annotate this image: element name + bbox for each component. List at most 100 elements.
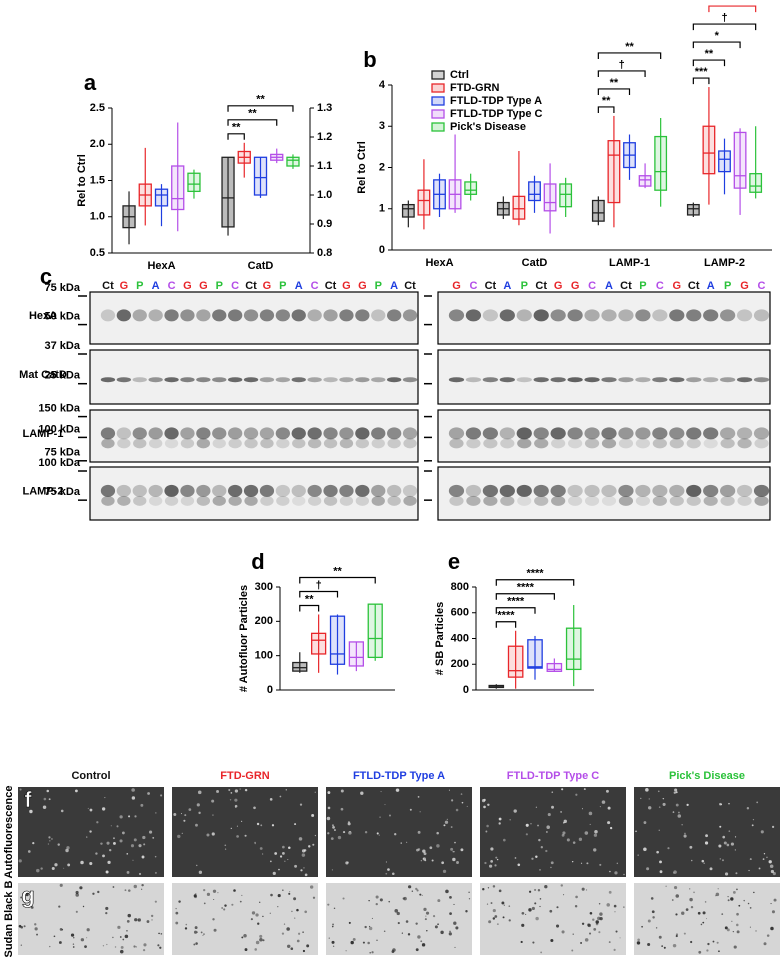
blot-band <box>259 427 275 440</box>
particle <box>132 859 134 861</box>
particle <box>656 850 659 854</box>
particle <box>537 824 539 827</box>
particle <box>126 919 130 923</box>
particle <box>563 894 565 896</box>
particle <box>514 857 517 859</box>
particle <box>721 859 724 862</box>
blot-band <box>720 484 736 497</box>
particle <box>733 945 737 949</box>
particle <box>54 863 58 867</box>
significance-label: ** <box>248 108 257 120</box>
particle <box>652 916 655 919</box>
blot-band <box>339 309 354 322</box>
blot <box>89 349 419 405</box>
blot-band <box>516 309 532 322</box>
legend-label: Ctrl <box>450 69 469 81</box>
particle <box>70 933 75 937</box>
blot-band <box>703 427 719 440</box>
particle <box>485 830 488 833</box>
particle <box>384 804 386 806</box>
particle <box>102 854 105 858</box>
box <box>367 603 383 659</box>
particle <box>550 866 552 869</box>
particle <box>73 937 75 939</box>
particle <box>726 843 730 847</box>
particle <box>677 814 682 818</box>
particle <box>650 897 654 900</box>
significance-bracket <box>692 59 726 67</box>
particle <box>331 940 335 944</box>
blot-band <box>323 438 338 449</box>
blot-band <box>754 495 769 506</box>
particle <box>455 808 459 812</box>
particle <box>658 806 661 808</box>
particle <box>100 842 103 845</box>
particle <box>151 919 153 921</box>
particle <box>289 890 291 893</box>
blot-band <box>164 427 179 440</box>
particle <box>588 811 593 816</box>
particle <box>593 927 597 931</box>
particle <box>623 873 625 876</box>
particle <box>332 945 335 947</box>
particle <box>256 822 260 826</box>
particle <box>269 912 271 914</box>
particle <box>520 940 523 944</box>
particle <box>647 942 651 947</box>
particle <box>395 788 400 792</box>
particle <box>766 934 770 937</box>
particle <box>29 905 32 908</box>
particle <box>681 911 685 915</box>
particle <box>104 797 106 799</box>
particle <box>102 945 105 947</box>
particle <box>142 835 146 840</box>
particle <box>671 899 674 901</box>
particle <box>702 911 706 915</box>
particle <box>194 926 198 930</box>
blot-band <box>754 438 769 449</box>
particle <box>327 791 331 794</box>
particle <box>36 933 38 936</box>
particle <box>378 834 380 836</box>
particle <box>595 920 599 924</box>
blot-band <box>386 309 402 322</box>
particle <box>718 844 722 848</box>
significance-bracket <box>299 590 339 598</box>
particle <box>133 838 137 842</box>
particle <box>312 896 316 899</box>
particle <box>594 830 598 834</box>
particle <box>503 904 505 906</box>
particle <box>128 889 131 892</box>
particle <box>736 930 740 934</box>
particle <box>87 807 89 810</box>
particle <box>296 908 299 912</box>
blot-band <box>101 495 115 506</box>
blot-band <box>371 377 386 383</box>
particle <box>487 887 490 889</box>
blot-band <box>371 438 385 449</box>
significance-bracket <box>495 579 575 586</box>
particle <box>84 945 87 949</box>
box <box>527 639 543 669</box>
tick-label: 1.1 <box>317 160 332 172</box>
particle <box>25 893 29 897</box>
blot-band <box>227 309 243 322</box>
particle <box>239 900 242 903</box>
particle <box>75 910 78 913</box>
column-header: FTLD-TDP Type C <box>507 770 600 782</box>
particle <box>736 888 738 891</box>
particle <box>89 861 93 866</box>
particle <box>376 832 379 835</box>
blot-band <box>275 484 291 497</box>
particle <box>281 932 285 935</box>
blot-band <box>276 495 290 506</box>
particle <box>502 916 505 919</box>
particle <box>724 926 728 930</box>
particle <box>406 841 408 843</box>
blot-band <box>132 377 147 383</box>
box <box>686 203 700 216</box>
particle <box>498 817 502 821</box>
blot-band <box>499 427 515 440</box>
blot-band <box>339 377 354 383</box>
particle <box>259 901 261 904</box>
